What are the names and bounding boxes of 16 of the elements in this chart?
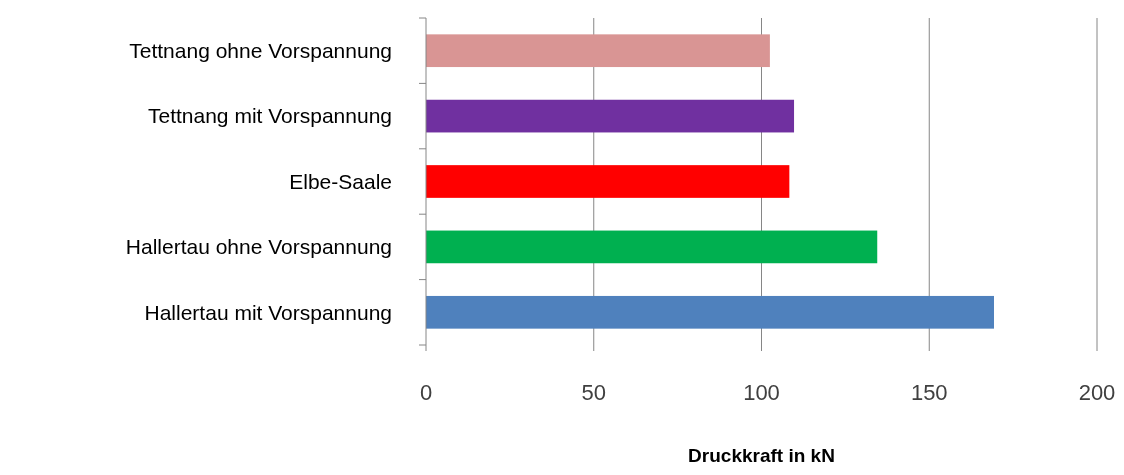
y-tick-label: Hallertau ohne Vorspannung (125, 235, 392, 259)
x-tick-label: 0 (419, 380, 433, 405)
y-tick-label: Tettnang mit Vorspannung (147, 104, 392, 128)
y-tick-label: Hallertau mit Vorspannung (144, 300, 392, 324)
x-axis-title: Druckkraft in kN (688, 445, 835, 466)
bar (426, 165, 790, 198)
bar (426, 34, 770, 68)
y-tick-label: Elbe-Saale (289, 169, 392, 193)
bar (426, 230, 878, 264)
x-tick-label: 150 (910, 380, 948, 405)
bar (426, 295, 994, 329)
y-tick-label: Tettnang ohne Vorspannung (129, 39, 392, 63)
bar (426, 99, 795, 133)
x-tick-label: 50 (581, 380, 606, 405)
x-tick-label: 100 (743, 380, 780, 405)
x-tick-label: 200 (1078, 380, 1116, 405)
